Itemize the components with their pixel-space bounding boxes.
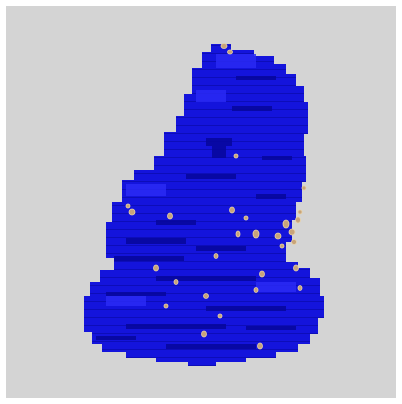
particle bbox=[125, 203, 131, 209]
particle bbox=[220, 43, 228, 49]
particle bbox=[235, 230, 241, 238]
crevice-shadows bbox=[96, 76, 296, 349]
particle bbox=[253, 287, 259, 293]
particle bbox=[227, 49, 233, 55]
particle bbox=[128, 208, 136, 216]
particle bbox=[279, 243, 285, 249]
render-viewport bbox=[6, 6, 396, 398]
particle bbox=[233, 153, 239, 159]
particle bbox=[288, 228, 296, 236]
particle bbox=[301, 185, 307, 191]
particle bbox=[229, 206, 235, 214]
particle bbox=[173, 279, 179, 285]
blue-voxel-body bbox=[84, 44, 324, 366]
particle bbox=[163, 303, 169, 309]
particle bbox=[217, 313, 223, 319]
particle bbox=[243, 215, 249, 221]
tan-particles bbox=[125, 43, 307, 350]
particle bbox=[203, 293, 209, 299]
particle bbox=[291, 239, 297, 245]
particle bbox=[213, 253, 219, 259]
particle bbox=[201, 330, 207, 338]
particle bbox=[153, 264, 159, 272]
particle bbox=[297, 209, 303, 215]
particle bbox=[274, 232, 282, 240]
particle bbox=[252, 229, 260, 239]
particle bbox=[259, 270, 265, 278]
particle bbox=[257, 342, 263, 350]
particle bbox=[293, 264, 299, 272]
voxel-render bbox=[84, 43, 324, 366]
particle bbox=[295, 216, 301, 224]
highlight-facets bbox=[106, 54, 296, 306]
particle bbox=[282, 219, 290, 229]
particle bbox=[167, 212, 173, 220]
particle bbox=[297, 285, 303, 291]
